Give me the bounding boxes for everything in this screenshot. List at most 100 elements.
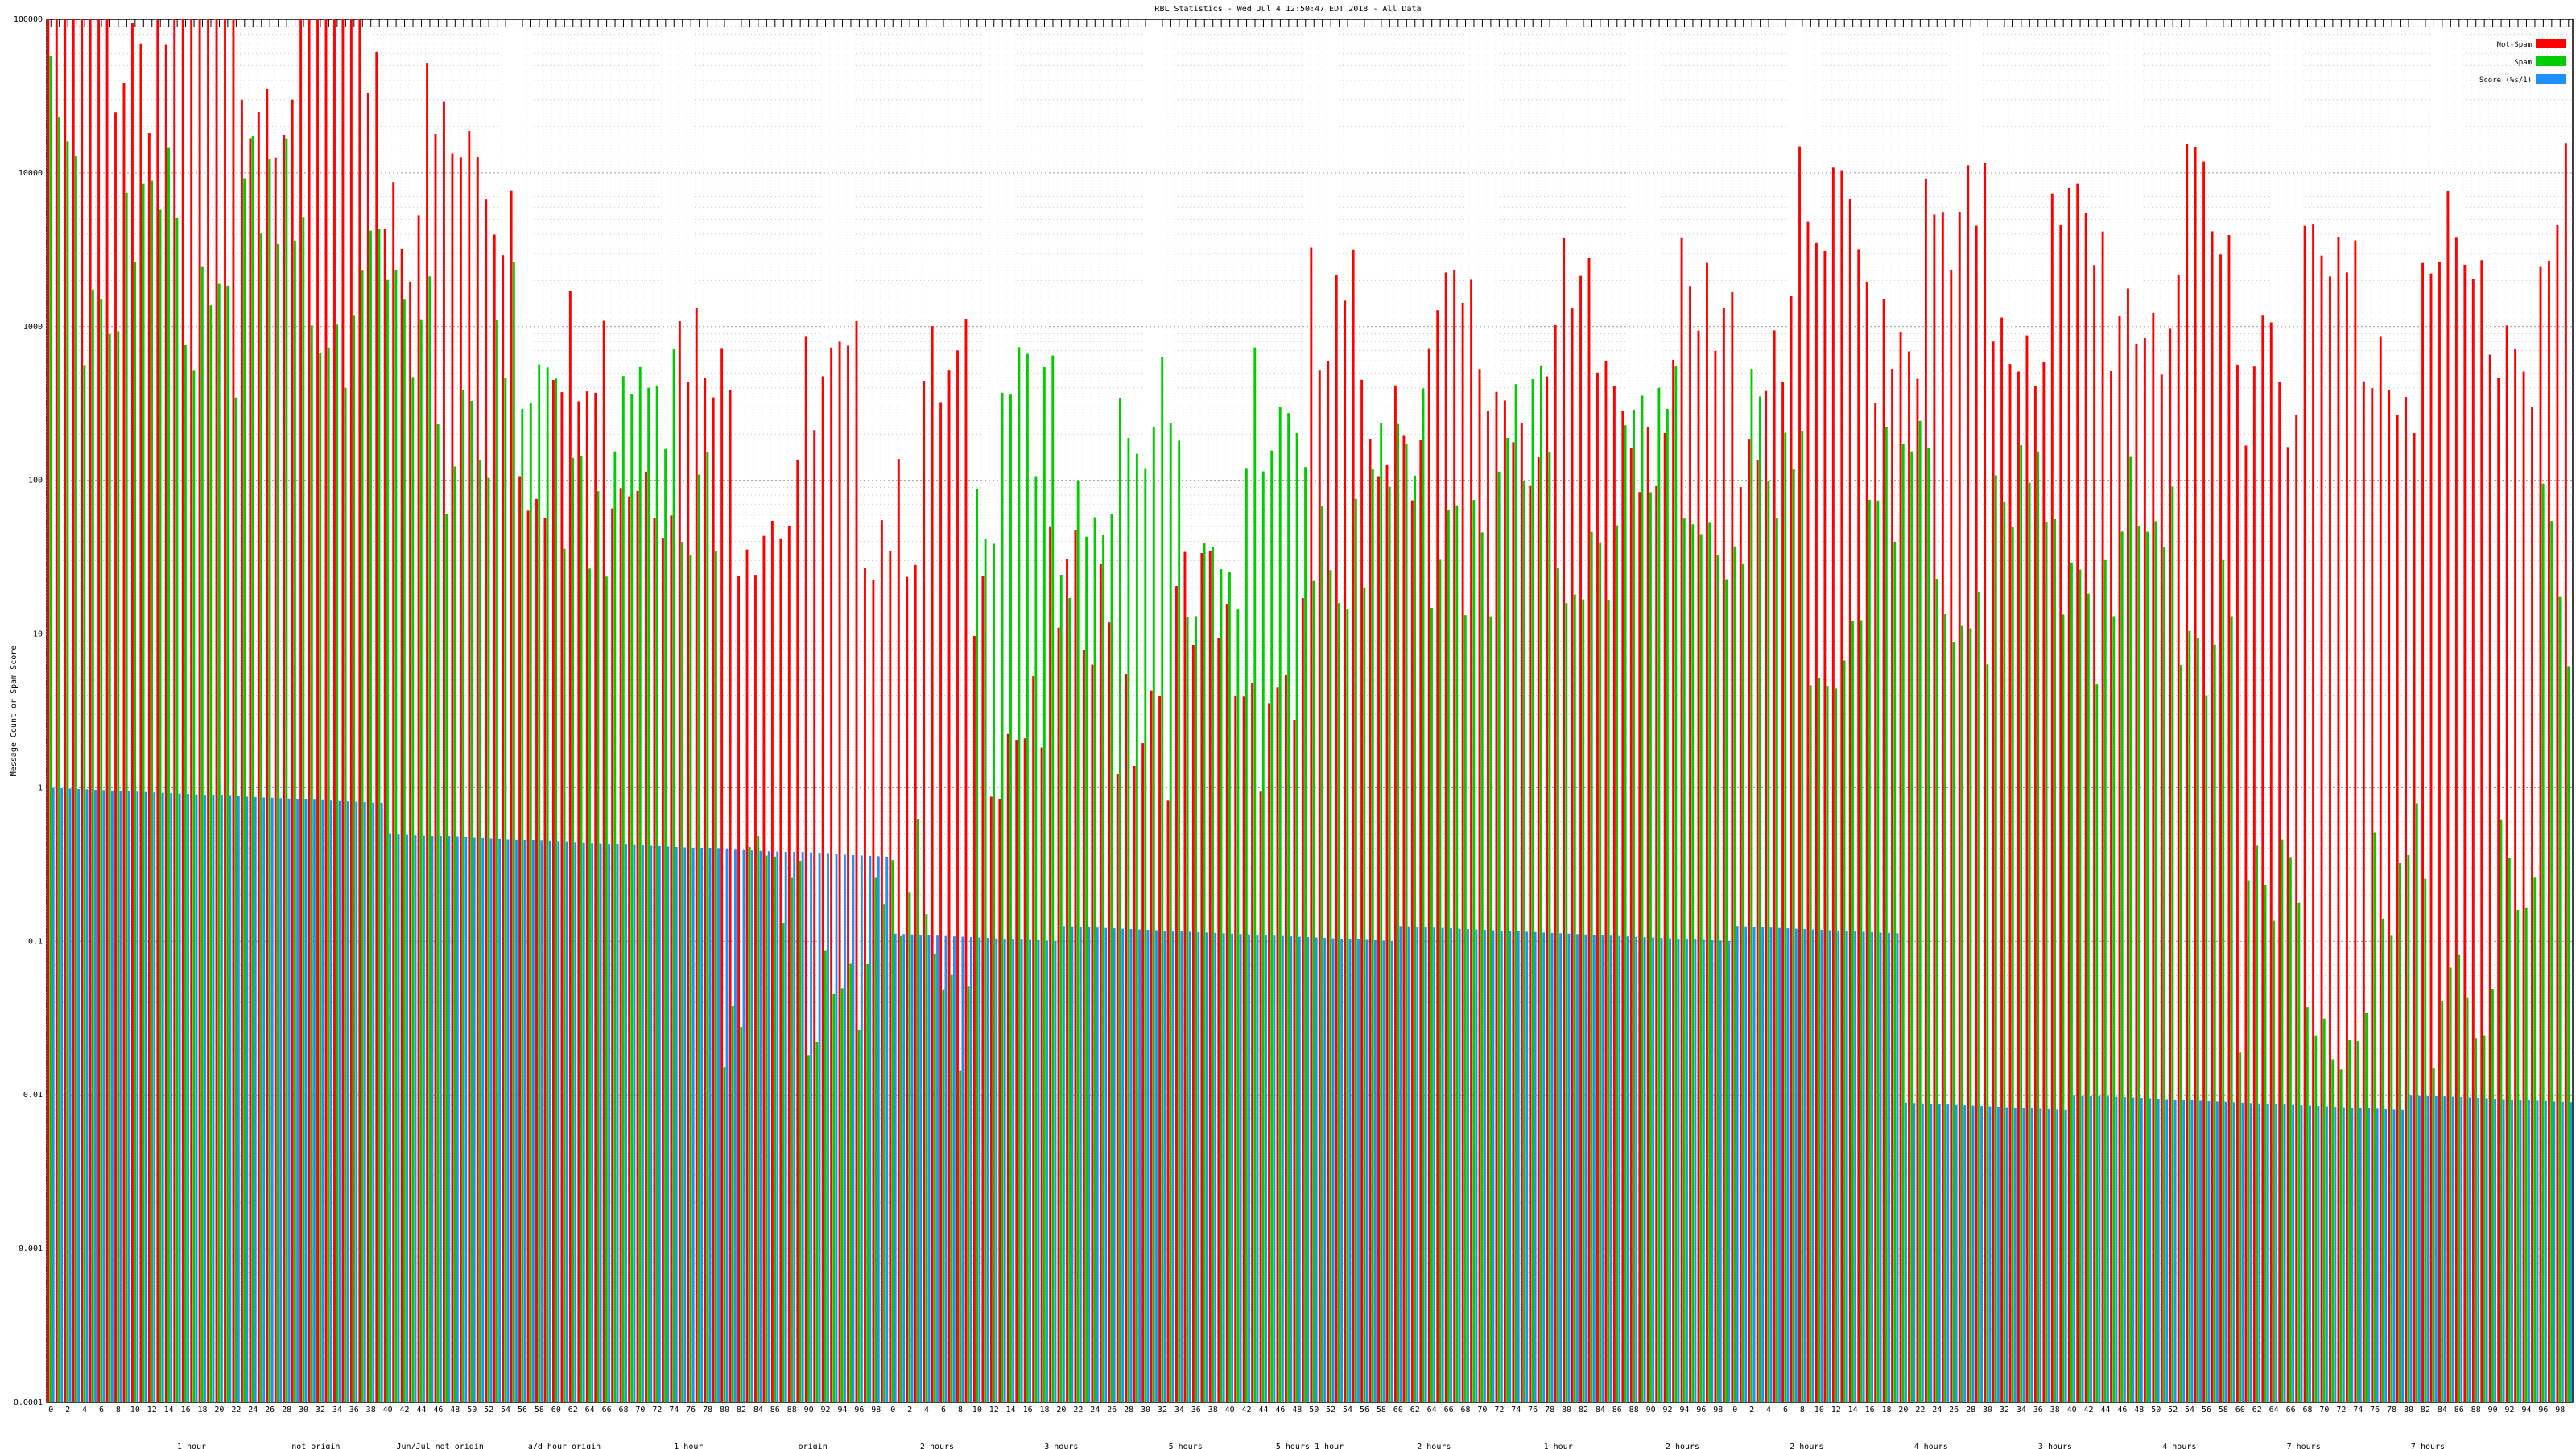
- score-bar: [1702, 939, 1705, 1402]
- spam-bar: [1295, 433, 1298, 1402]
- x-tick-label: 6: [1783, 1406, 1788, 1414]
- notspam-bar: [2093, 265, 2096, 1402]
- x-tick-label: 76: [1528, 1406, 1538, 1414]
- notspam-bar: [1672, 359, 1675, 1403]
- x-tick-label: 8: [958, 1406, 963, 1414]
- x-tick-label: 50: [467, 1406, 477, 1414]
- spam-bar: [1565, 603, 1568, 1402]
- x-tick-label: 90: [2488, 1406, 2498, 1414]
- score-bar: [810, 852, 813, 1402]
- score-bar: [591, 843, 594, 1402]
- spam-bar: [402, 299, 406, 1402]
- spam-bar: [1102, 535, 1104, 1402]
- score-bar: [2107, 1096, 2109, 1402]
- score-bar: [1458, 928, 1461, 1402]
- spam-bar: [1287, 413, 1290, 1402]
- score-bar: [1761, 927, 1765, 1402]
- notspam-bar: [2067, 188, 2070, 1403]
- notspam-bar: [476, 156, 479, 1403]
- spam-bar: [1480, 532, 1484, 1402]
- spam-bar: [2297, 902, 2301, 1402]
- notspam-bar: [283, 134, 286, 1402]
- score-bar: [363, 802, 366, 1402]
- score-bar: [1820, 930, 1823, 1402]
- notspam-bar: [1335, 275, 1338, 1403]
- spam-bar: [2449, 967, 2452, 1402]
- notspam-bar: [1318, 370, 1321, 1402]
- spam-bar: [1001, 392, 1004, 1402]
- score-bar: [1163, 930, 1166, 1402]
- notspam-bar: [872, 580, 875, 1402]
- notspam-bar: [1520, 423, 1523, 1403]
- score-bar: [2561, 1101, 2564, 1402]
- notspam-bar: [1268, 703, 1270, 1402]
- x-tick-label: 84: [2438, 1406, 2447, 1414]
- notspam-bar: [1748, 439, 1751, 1402]
- notspam-bar: [1091, 664, 1094, 1402]
- notspam-bar: [535, 498, 538, 1402]
- x-axis-sublabel: 5 hours: [1169, 1443, 1203, 1449]
- score-bar: [540, 840, 543, 1402]
- score-bar: [1711, 939, 1714, 1402]
- x-tick-label: 50: [2151, 1406, 2161, 1414]
- notspam-bar: [1166, 800, 1170, 1402]
- notspam-bar: [459, 157, 462, 1402]
- spam-bar: [2003, 501, 2006, 1402]
- notspam-bar: [1234, 696, 1237, 1402]
- score-bar: [431, 836, 434, 1402]
- score-bar: [995, 938, 998, 1402]
- notspam-bar: [485, 199, 488, 1403]
- spam-bar: [2011, 526, 2014, 1403]
- spam-bar: [807, 1055, 810, 1402]
- notspam-bar: [1537, 457, 1540, 1402]
- notspam-bar: [510, 190, 513, 1403]
- spam-bar: [1304, 467, 1307, 1402]
- spam-bar: [832, 993, 836, 1402]
- notspam-bar: [451, 153, 454, 1403]
- notspam-bar: [105, 19, 109, 1402]
- notspam-bar: [1217, 638, 1220, 1402]
- notspam-bar: [956, 350, 959, 1402]
- x-tick-label: 0: [1732, 1406, 1737, 1414]
- spam-bar: [1792, 469, 1795, 1403]
- score-bar: [759, 850, 762, 1402]
- x-axis-sublabel: not origin: [291, 1443, 340, 1449]
- x-tick-label: 30: [299, 1406, 308, 1414]
- x-tick-label: 40: [383, 1406, 393, 1414]
- x-tick-label: 60: [2235, 1406, 2245, 1414]
- notspam-bar: [1629, 448, 1633, 1402]
- score-bar: [2359, 1108, 2362, 1402]
- spam-bar: [117, 331, 120, 1403]
- spam-bar: [1220, 569, 1223, 1402]
- spam-bar: [2331, 1059, 2334, 1402]
- notspam-bar: [1554, 324, 1557, 1403]
- score-bar: [1214, 932, 1217, 1402]
- notspam-bar: [173, 19, 176, 1402]
- score-bar: [2443, 1096, 2446, 1402]
- score-bar: [1475, 929, 1478, 1402]
- score-bar: [2309, 1105, 2311, 1402]
- spam-bar: [791, 877, 793, 1402]
- spam-bar: [1203, 543, 1206, 1402]
- score-bar: [355, 801, 358, 1402]
- score-bar: [961, 936, 964, 1402]
- notspam-bar: [914, 564, 917, 1402]
- x-tick-label: 12: [989, 1406, 999, 1414]
- spam-bar: [1405, 444, 1408, 1402]
- spam-bar: [630, 394, 634, 1402]
- spam-bar: [1489, 616, 1492, 1402]
- spam-bar: [925, 914, 928, 1402]
- spam-bar: [1371, 469, 1374, 1402]
- score-bar: [1307, 937, 1310, 1402]
- x-tick-label: 42: [400, 1406, 410, 1414]
- score-bar: [1811, 929, 1814, 1402]
- x-tick-label: 36: [349, 1406, 359, 1414]
- spam-bar: [1666, 409, 1669, 1402]
- spam-bar: [1801, 431, 1804, 1403]
- notspam-bar: [1503, 400, 1506, 1402]
- notspam-bar: [2463, 264, 2467, 1403]
- score-bar: [2283, 1104, 2286, 1402]
- spam-bar: [2398, 862, 2401, 1402]
- notspam-bar: [2236, 364, 2239, 1402]
- score-bar: [776, 851, 779, 1402]
